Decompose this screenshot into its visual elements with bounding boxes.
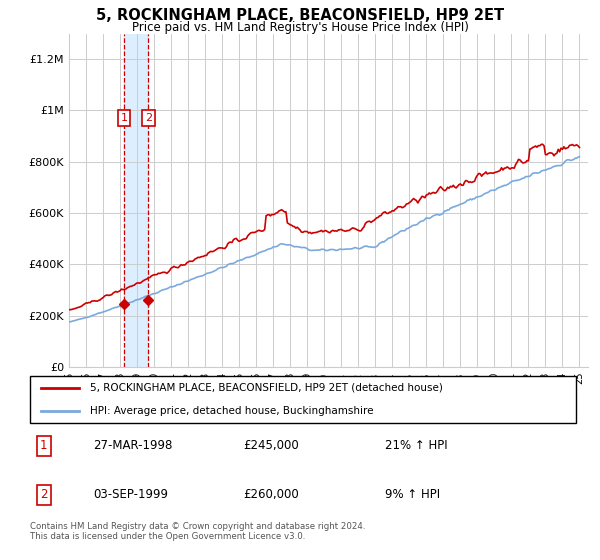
Text: 1: 1 xyxy=(40,440,47,452)
Text: £245,000: £245,000 xyxy=(243,440,299,452)
Text: 21% ↑ HPI: 21% ↑ HPI xyxy=(385,440,448,452)
Text: 5, ROCKINGHAM PLACE, BEACONSFIELD, HP9 2ET: 5, ROCKINGHAM PLACE, BEACONSFIELD, HP9 2… xyxy=(96,8,504,24)
Text: 9% ↑ HPI: 9% ↑ HPI xyxy=(385,488,440,501)
FancyBboxPatch shape xyxy=(30,376,576,423)
Text: 5, ROCKINGHAM PLACE, BEACONSFIELD, HP9 2ET (detached house): 5, ROCKINGHAM PLACE, BEACONSFIELD, HP9 2… xyxy=(90,383,443,393)
Bar xyxy=(124,34,148,367)
Text: HPI: Average price, detached house, Buckinghamshire: HPI: Average price, detached house, Buck… xyxy=(90,406,374,416)
Text: 2: 2 xyxy=(145,113,152,123)
Text: Price paid vs. HM Land Registry's House Price Index (HPI): Price paid vs. HM Land Registry's House … xyxy=(131,21,469,34)
Text: £260,000: £260,000 xyxy=(243,488,299,501)
Text: 03-SEP-1999: 03-SEP-1999 xyxy=(93,488,168,501)
Text: 1: 1 xyxy=(121,113,127,123)
Text: 27-MAR-1998: 27-MAR-1998 xyxy=(93,440,172,452)
Text: 2: 2 xyxy=(40,488,47,501)
Text: Contains HM Land Registry data © Crown copyright and database right 2024.
This d: Contains HM Land Registry data © Crown c… xyxy=(30,522,365,542)
